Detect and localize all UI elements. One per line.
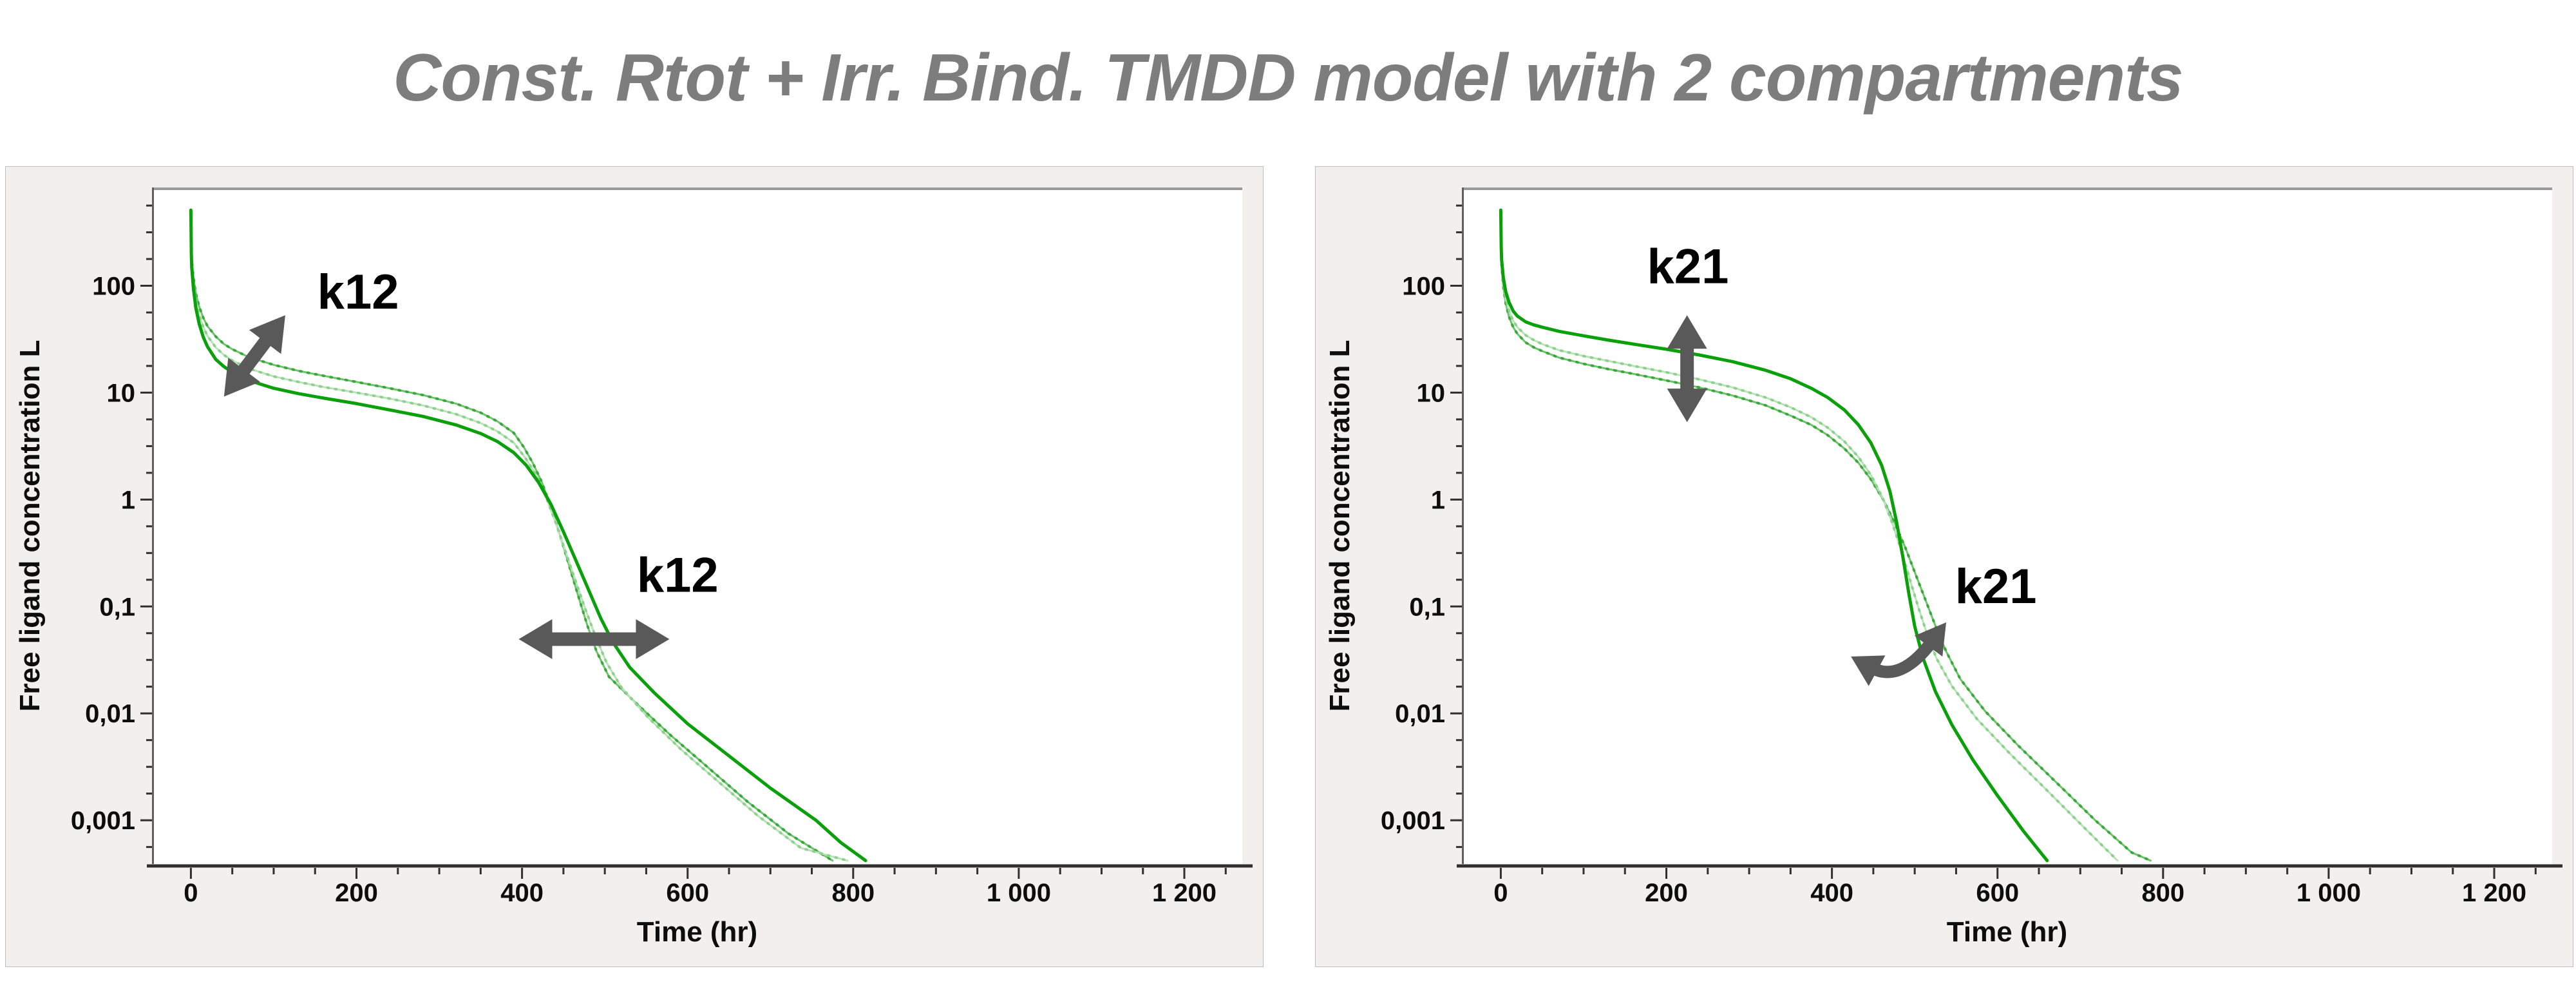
x-tick-label: 600 — [1976, 879, 2019, 907]
x-tick-label: 1 200 — [1152, 879, 1217, 907]
plot-area — [152, 187, 1242, 864]
y-tick-label: 100 — [92, 273, 135, 301]
right-chart: 100 10 1 0,1 0,01 0,001 0 200 400 600 800 1 000 1 20… — [1324, 187, 2562, 948]
series-k12-high-dark-green — [189, 208, 867, 863]
arrow-head — [1667, 315, 1707, 349]
x-tick-label: 1 000 — [987, 879, 1051, 907]
y-axis: 100 10 1 0,1 0,01 0,001 — [71, 204, 152, 849]
x-tick-label: 200 — [1645, 879, 1688, 907]
left-chart: 100 10 1 0,1 0,01 0,001 0 200 400 600 800 1 000 1 20… — [14, 187, 1253, 948]
series-curves — [189, 208, 867, 863]
y-tick-label: 0,01 — [85, 700, 135, 728]
x-tick-label: 1 000 — [2297, 879, 2361, 907]
y-axis-title: Free ligand concentration L — [14, 340, 46, 712]
y-tick-label: 10 — [107, 379, 136, 407]
arrow-head — [636, 619, 670, 659]
figure-title: Const. Rtot + Irr. Bind. TMDD model with… — [393, 41, 2183, 115]
x-tick-label: 200 — [335, 879, 378, 907]
plot-area — [1462, 187, 2552, 864]
y-tick-label: 100 — [1402, 273, 1445, 301]
arrow-head — [223, 358, 260, 397]
series-k12-mid-lightest-green — [189, 209, 849, 862]
x-tick-label: 400 — [1810, 879, 1853, 907]
annotation-arrows — [223, 315, 670, 659]
y-tick-label: 0,1 — [1409, 593, 1445, 621]
x-axis-title: Time (hr) — [637, 916, 757, 948]
x-tick-label: 0 — [1493, 879, 1508, 907]
y-axis: 100 10 1 0,1 0,01 0,001 — [1381, 204, 1462, 849]
x-axis: 0 200 400 600 800 1 000 1 200 — [147, 864, 1253, 907]
left-chart-panel: 100 10 1 0,1 0,01 0,001 0 200 400 600 800 1 000 1 20… — [5, 166, 1264, 967]
x-axis: 0 200 400 600 800 1 000 1 200 — [1457, 864, 2562, 907]
y-tick-label: 1 — [1431, 486, 1445, 514]
annotation-label: k12 — [637, 548, 719, 602]
y-tick-label: 0,001 — [1381, 807, 1445, 835]
y-tick-label: 1 — [121, 486, 135, 514]
x-tick-label: 0 — [184, 879, 198, 907]
x-tick-label: 800 — [2141, 879, 2184, 907]
arrow-head — [1914, 622, 1947, 657]
annotation-label: k21 — [1647, 239, 1729, 294]
curved-arrow-shaft — [1868, 637, 1938, 678]
annotation-arrows — [1667, 315, 1947, 686]
y-tick-label: 0,01 — [1395, 700, 1445, 728]
x-tick-label: 1 200 — [2462, 879, 2526, 907]
double-arrow-shaft — [235, 334, 274, 378]
x-tick-label: 400 — [500, 879, 544, 907]
right-chart-panel: 100 10 1 0,1 0,01 0,001 0 200 400 600 800 1 000 1 20… — [1315, 166, 2573, 967]
series-k21-low-light-green-dots — [1499, 209, 2152, 862]
y-tick-label: 0,1 — [99, 593, 135, 621]
series-k21-mid-lightest-green-dots — [1499, 209, 2119, 862]
series-k12-low-light-green-dots — [189, 209, 834, 862]
x-tick-label: 600 — [666, 879, 709, 907]
y-tick-label: 10 — [1417, 379, 1446, 407]
arrow-head — [518, 619, 553, 659]
y-tick-label: 0,001 — [71, 807, 135, 835]
annotation-label: k12 — [317, 265, 399, 320]
arrow-head — [1851, 655, 1886, 686]
y-axis-title: Free ligand concentration L — [1324, 340, 1356, 712]
annotation-label: k21 — [1955, 559, 2037, 614]
x-tick-label: 800 — [831, 879, 875, 907]
arrow-head — [249, 315, 285, 354]
x-axis-title: Time (hr) — [1947, 916, 2067, 948]
arrow-head — [1667, 389, 1707, 423]
